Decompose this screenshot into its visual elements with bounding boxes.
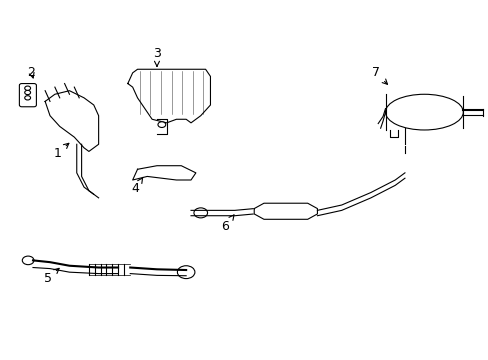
Circle shape (22, 256, 34, 265)
Text: 2: 2 (27, 66, 36, 79)
FancyBboxPatch shape (20, 84, 36, 107)
Circle shape (25, 90, 30, 95)
Circle shape (194, 208, 207, 218)
Circle shape (25, 96, 30, 100)
Text: 7: 7 (371, 66, 386, 84)
Text: 1: 1 (53, 143, 69, 160)
Polygon shape (132, 166, 196, 180)
Text: 6: 6 (221, 215, 234, 233)
Circle shape (177, 266, 195, 279)
Circle shape (25, 86, 30, 90)
Text: 4: 4 (131, 177, 142, 195)
Text: 3: 3 (153, 47, 161, 66)
Polygon shape (254, 203, 317, 219)
Polygon shape (127, 69, 210, 123)
Circle shape (158, 122, 165, 127)
Text: 5: 5 (43, 268, 59, 285)
Ellipse shape (385, 94, 462, 130)
